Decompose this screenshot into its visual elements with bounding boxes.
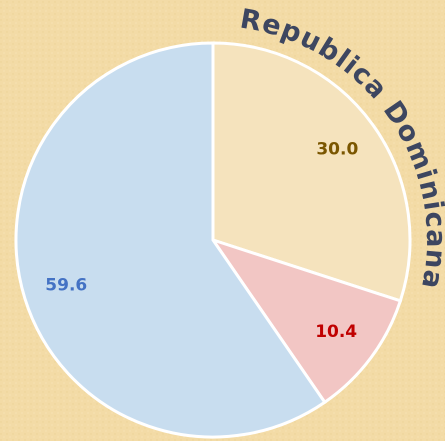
pie-slice bbox=[211, 41, 412, 303]
pie-slice bbox=[209, 237, 403, 405]
pie-slice bbox=[14, 41, 327, 439]
data-label: 10.4 bbox=[315, 322, 357, 342]
data-label: 59.6 bbox=[45, 276, 87, 296]
pie: 30.0 10.4 59.6 bbox=[14, 41, 412, 439]
data-label: 30.0 bbox=[316, 140, 358, 160]
